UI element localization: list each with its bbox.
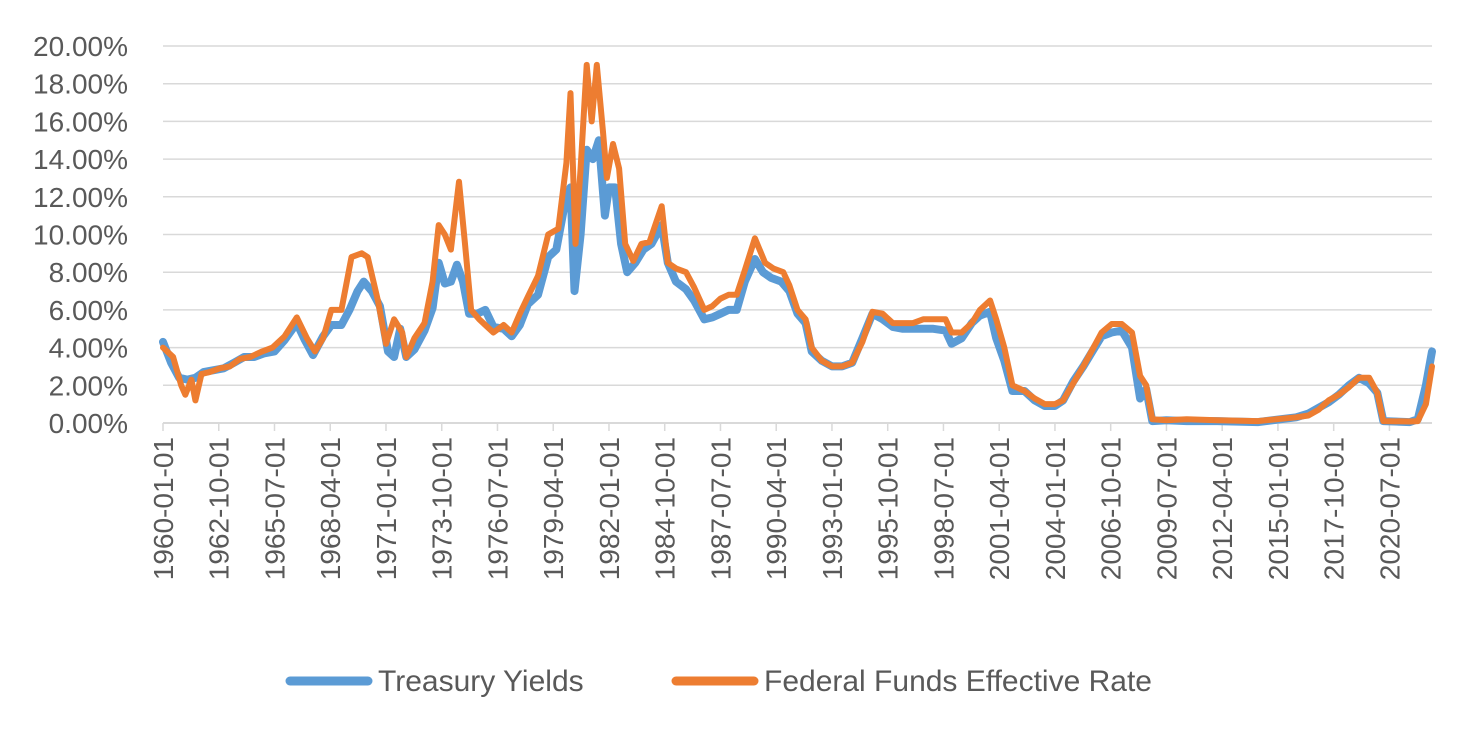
legend: Treasury Yields Federal Funds Effective … bbox=[285, 665, 1152, 698]
gridlines bbox=[163, 45, 1432, 387]
y-tick-label: 6.00% bbox=[49, 295, 128, 326]
series-lines bbox=[159, 61, 1436, 427]
y-tick-label: 2.00% bbox=[49, 370, 128, 401]
y-tick-label: 0.00% bbox=[49, 408, 128, 439]
y-tick-label: 16.00% bbox=[33, 106, 128, 137]
y-tick-label: 4.00% bbox=[49, 333, 128, 364]
x-tick-label: 2009-07-01 bbox=[1151, 437, 1182, 580]
y-tick-label: 12.00% bbox=[33, 182, 128, 213]
x-tick-label: 2012-04-01 bbox=[1207, 437, 1238, 580]
x-tick-label: 1979-04-01 bbox=[538, 437, 569, 580]
x-tick-label: 1971-01-01 bbox=[371, 437, 402, 580]
x-tick-label: 1968-04-01 bbox=[315, 437, 346, 580]
legend-label-treasury-yields: Treasury Yields bbox=[378, 665, 584, 698]
x-tick-label: 1993-01-01 bbox=[817, 437, 848, 580]
x-tick-label: 1960-01-01 bbox=[148, 437, 179, 580]
x-axis-tick-marks bbox=[162, 423, 1391, 431]
y-axis-tick-labels: 0.00% 2.00% 4.00% 6.00% 8.00% 10.00% 12.00% 14.… bbox=[33, 31, 128, 439]
x-tick-label: 1995-10-01 bbox=[873, 437, 904, 580]
x-axis-tick-labels: 1960-01-01 1962-10-01 1965-07-01 1968-04-01… bbox=[148, 437, 1405, 580]
x-tick-label: 2017-10-01 bbox=[1319, 437, 1350, 580]
y-tick-label: 10.00% bbox=[33, 220, 128, 251]
x-tick-label: 1984-10-01 bbox=[650, 437, 681, 580]
y-tick-label: 8.00% bbox=[49, 257, 128, 288]
x-tick-label: 1965-07-01 bbox=[259, 437, 290, 580]
y-tick-label: 20.00% bbox=[33, 31, 128, 62]
x-tick-label: 1962-10-01 bbox=[204, 437, 235, 580]
y-tick-label: 14.00% bbox=[33, 144, 128, 175]
x-tick-label: 1990-04-01 bbox=[761, 437, 792, 580]
x-tick-label: 1973-10-01 bbox=[427, 437, 458, 580]
legend-label-federal-funds-effective-rate: Federal Funds Effective Rate bbox=[764, 665, 1152, 698]
x-tick-label: 1976-07-01 bbox=[482, 437, 513, 580]
x-tick-label: 1987-07-01 bbox=[705, 437, 736, 580]
x-tick-label: 2006-10-01 bbox=[1096, 437, 1127, 580]
x-tick-label: 2004-01-01 bbox=[1040, 437, 1071, 580]
x-tick-label: 1998-07-01 bbox=[928, 437, 959, 580]
y-tick-label: 18.00% bbox=[33, 69, 128, 100]
x-tick-label: 1982-01-01 bbox=[594, 437, 625, 580]
x-tick-label: 2001-04-01 bbox=[984, 437, 1015, 580]
x-tick-label: 2015-01-01 bbox=[1263, 437, 1294, 580]
series-line-federal-funds-effective-rate bbox=[160, 61, 1435, 425]
series-line-treasury-yields bbox=[159, 136, 1436, 427]
x-tick-label: 2020-07-01 bbox=[1374, 437, 1405, 580]
